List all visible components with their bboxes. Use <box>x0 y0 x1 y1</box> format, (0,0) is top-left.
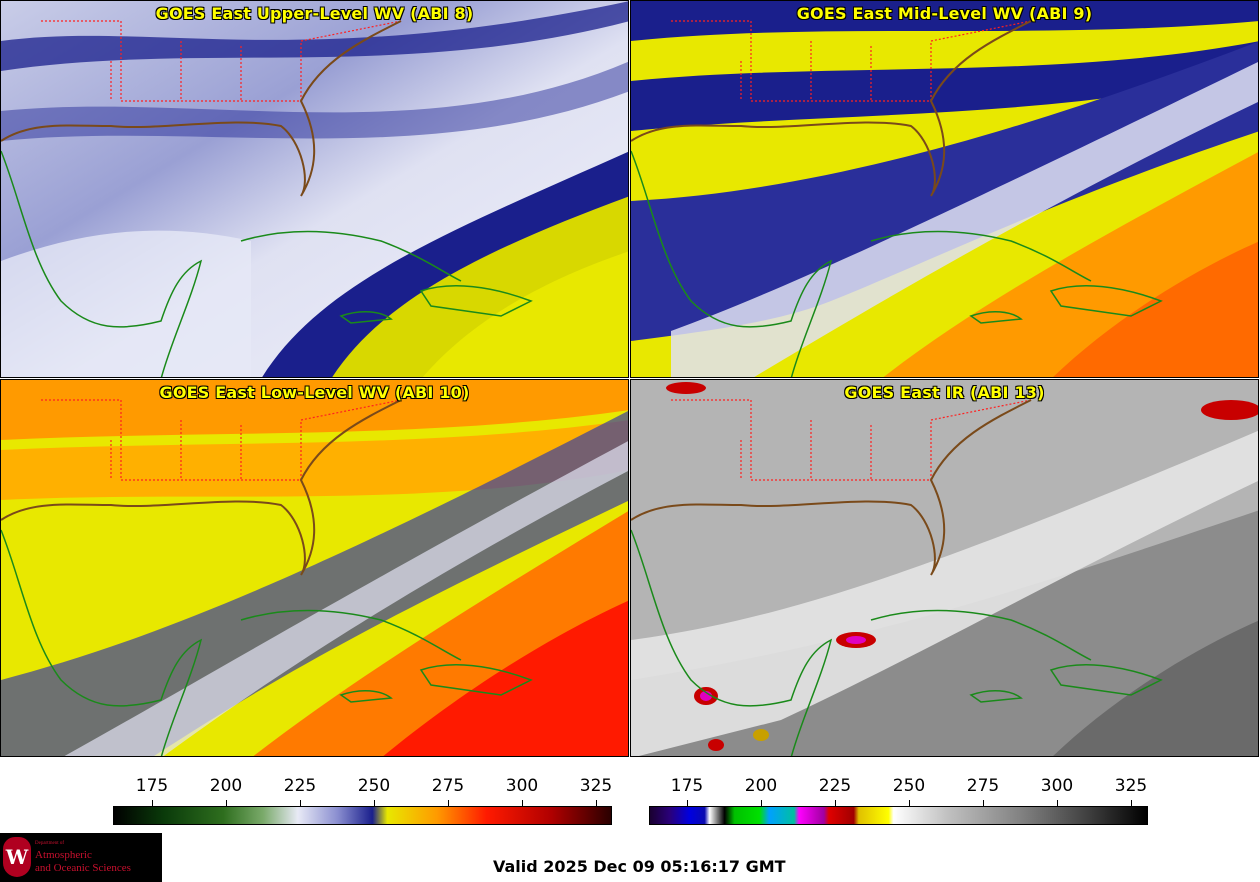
ir-tick-label: 300 <box>1040 776 1074 796</box>
panel-title: GOES East Mid-Level WV (ABI 9) <box>796 4 1093 23</box>
upper-level-wv-panel: GOES East Upper-Level WV (ABI 8) <box>0 0 629 378</box>
ir-image <box>631 380 1258 756</box>
upper-level-wv-image <box>1 1 628 377</box>
wv-tick-label: 200 <box>209 776 243 796</box>
ir-tick-label: 225 <box>818 776 852 796</box>
logo-line2: and Oceanic Sciences <box>35 862 131 874</box>
low-level-wv-panel: GOES East Low-Level WV (ABI 10) <box>0 379 629 757</box>
wv-tick-label: 275 <box>431 776 465 796</box>
wv-tick-label: 300 <box>505 776 539 796</box>
wv-tick-label: 225 <box>283 776 317 796</box>
uw-seal-icon: W <box>3 837 31 877</box>
wv-tick-label: 325 <box>579 776 613 796</box>
mid-level-wv-panel: GOES East Mid-Level WV (ABI 9) <box>630 0 1259 378</box>
wv-colorbar-strip <box>113 806 612 825</box>
panel-title: GOES East IR (ABI 13) <box>844 383 1045 402</box>
logo-line1: Atmospheric <box>35 849 92 861</box>
ir-tick-label: 325 <box>1114 776 1148 796</box>
mid-level-wv-image <box>631 1 1258 377</box>
low-level-wv-image <box>1 380 628 756</box>
uw-aos-logo: W Department of Atmospheric and Oceanic … <box>0 833 162 882</box>
panel-title: GOES East Low-Level WV (ABI 10) <box>159 383 470 402</box>
ir-tick-label: 275 <box>966 776 1000 796</box>
ir-tick-label: 175 <box>670 776 704 796</box>
valid-time: Valid 2025 Dec 09 05:16:17 GMT <box>493 857 786 876</box>
logo-dept: Department of <box>35 841 65 846</box>
ir-colorbar-strip <box>649 806 1148 825</box>
wv-tick-label: 250 <box>357 776 391 796</box>
ir-colorbar: 175 200 225 250 275 300 325 <box>630 776 1260 828</box>
ir-panel: GOES East IR (ABI 13) <box>630 379 1259 757</box>
ir-tick-label: 250 <box>892 776 926 796</box>
wv-tick-label: 175 <box>135 776 169 796</box>
ir-tick-label: 200 <box>744 776 778 796</box>
panel-title: GOES East Upper-Level WV (ABI 8) <box>155 4 474 23</box>
wv-colorbar: 175 200 225 250 275 300 325 <box>0 776 630 828</box>
